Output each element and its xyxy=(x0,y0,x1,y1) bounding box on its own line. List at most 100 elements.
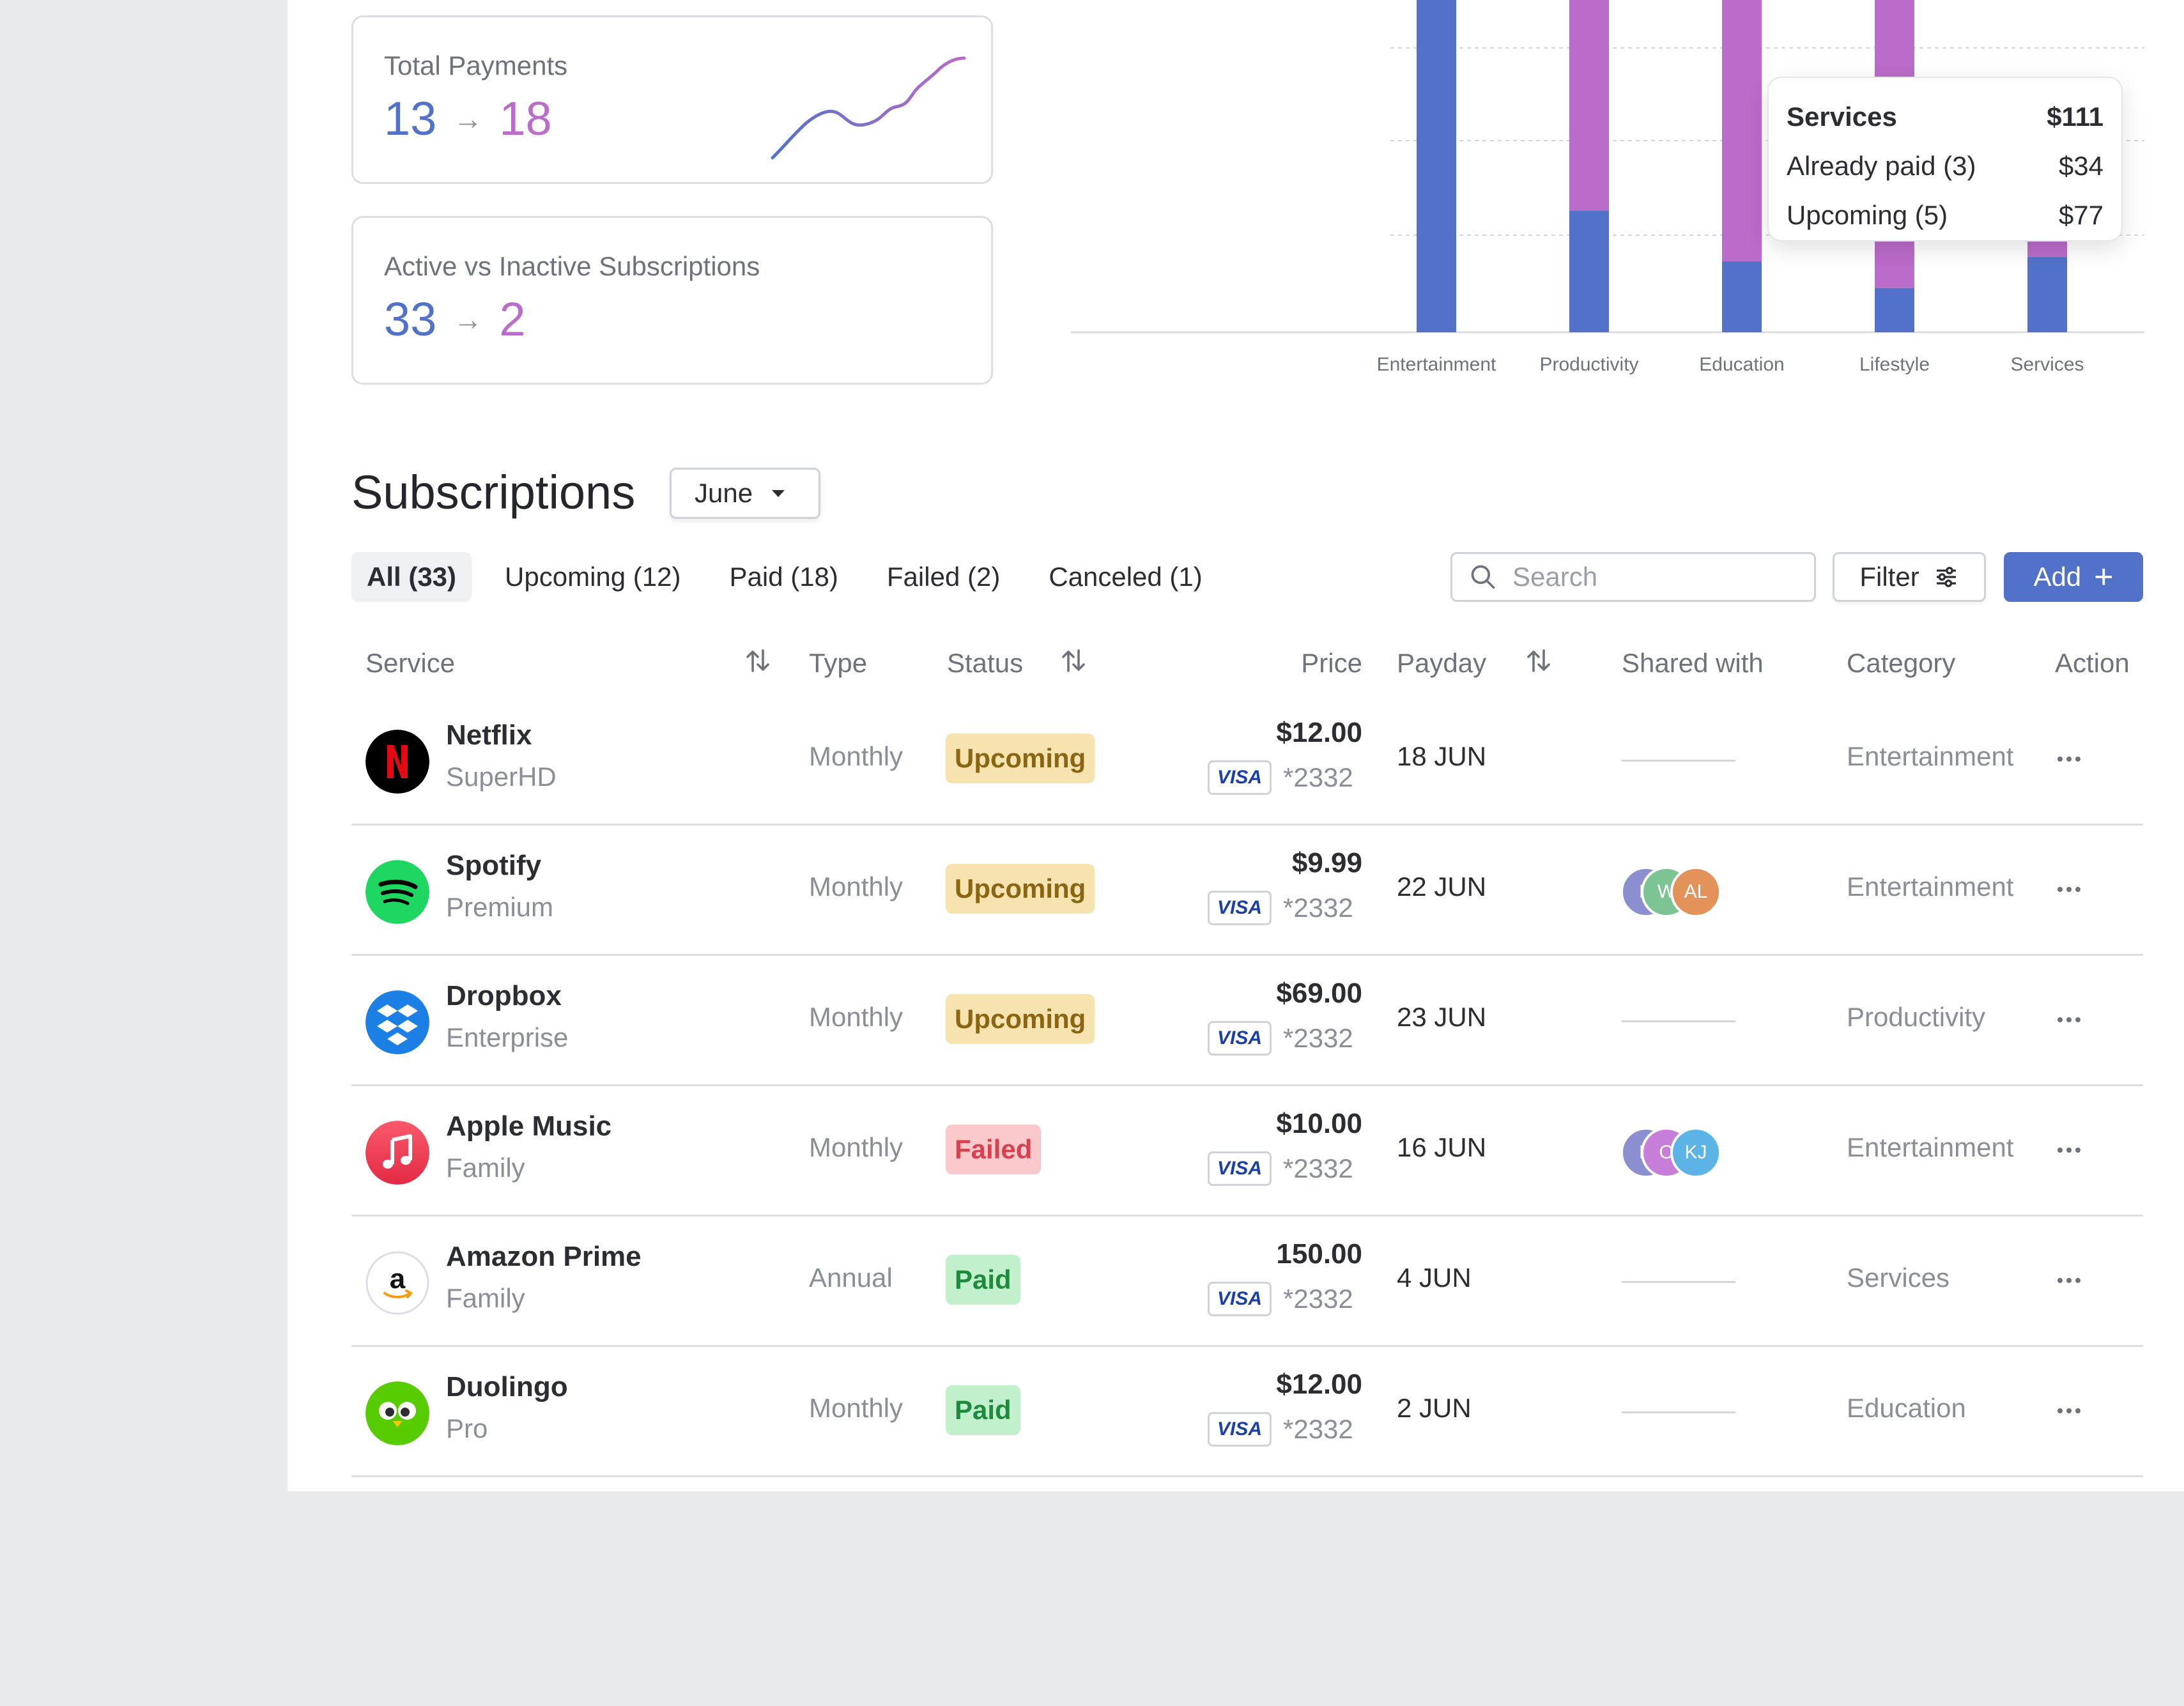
billing-type: Monthly xyxy=(809,1393,904,1423)
add-subscription-button[interactable]: Add + xyxy=(2004,552,2143,602)
bar-entertainment-already-paid[interactable] xyxy=(1417,0,1456,332)
service-plan: Premium xyxy=(446,892,554,922)
caret-down-icon xyxy=(772,489,785,497)
sort-icon[interactable] xyxy=(1523,645,1554,676)
table-row[interactable]: a Amazon Prime Family Annual Paid 150.00… xyxy=(351,1217,2143,1347)
column-price: Price xyxy=(1301,648,1362,678)
total-payments-previous: 13 xyxy=(384,92,437,145)
tooltip-total: $111 xyxy=(2047,102,2103,132)
search-input[interactable]: Search xyxy=(1450,552,1816,602)
payment-card: VISA *2332 xyxy=(1208,1151,1353,1186)
payment-card: VISA *2332 xyxy=(1208,760,1353,795)
more-options-icon[interactable] xyxy=(2050,1131,2088,1169)
payment-card: VISA *2332 xyxy=(1208,1282,1353,1316)
tab-upcoming[interactable]: Upcoming (12) xyxy=(505,562,681,592)
active-inactive-card: Active vs Inactive Subscriptions 33 → 2 xyxy=(351,216,993,385)
table-header: Service Type Status Price Payday Shared … xyxy=(351,634,2143,695)
bar-productivity-already-paid[interactable] xyxy=(1569,210,1609,332)
price: $69.00 xyxy=(1276,978,1362,1009)
tab-all[interactable]: All (33) xyxy=(351,552,472,602)
avatar: AL xyxy=(1670,866,1721,918)
not-shared-placeholder xyxy=(1622,1281,1735,1283)
more-options-icon[interactable] xyxy=(2050,1261,2088,1300)
tooltip-row: Upcoming (5) $77 xyxy=(1787,190,2103,240)
billing-type: Monthly xyxy=(809,1002,904,1032)
column-service: Service xyxy=(365,648,456,678)
price: $12.00 xyxy=(1276,717,1362,748)
total-payments-current: 18 xyxy=(499,92,552,145)
service-plan: Family xyxy=(446,1283,525,1313)
active-inactive-label: Active vs Inactive Subscriptions xyxy=(384,251,760,281)
bar-education-already-paid[interactable] xyxy=(1722,261,1762,332)
category: Productivity xyxy=(1847,1002,1986,1032)
card-last-digits: *2332 xyxy=(1283,1023,1353,1053)
price: 150.00 xyxy=(1276,1238,1362,1270)
bar-services-already-paid[interactable] xyxy=(2027,257,2067,332)
visa-card-icon: VISA xyxy=(1208,760,1272,795)
month-select[interactable]: June xyxy=(670,468,820,519)
tab-failed[interactable]: Failed (2) xyxy=(886,562,1001,592)
payday: 23 JUN xyxy=(1397,1002,1487,1032)
table-row[interactable]: Netflix SuperHD Monthly Upcoming $12.00 … xyxy=(351,695,2143,826)
category: Education xyxy=(1847,1393,1966,1423)
tooltip-title: Services xyxy=(1787,102,1897,132)
sort-icon[interactable] xyxy=(742,645,773,676)
x-tick-label: Lifestyle xyxy=(1859,354,1930,375)
sliders-icon xyxy=(1936,567,1956,587)
service-plan: SuperHD xyxy=(446,762,557,792)
sort-icon[interactable] xyxy=(1058,645,1089,676)
more-options-icon[interactable] xyxy=(2050,1392,2088,1430)
category: Entertainment xyxy=(1847,1132,2014,1162)
payment-card: VISA *2332 xyxy=(1208,1021,1353,1056)
not-shared-placeholder xyxy=(1622,1411,1735,1413)
payday: 16 JUN xyxy=(1397,1132,1487,1162)
status-tabs: All (33) Upcoming (12) Paid (18) Failed … xyxy=(351,552,1236,602)
service-name: Amazon Prime xyxy=(446,1241,642,1272)
column-payday: Payday xyxy=(1397,648,1487,678)
payday: 2 JUN xyxy=(1397,1393,1472,1423)
bar-productivity-upcoming[interactable] xyxy=(1569,0,1609,211)
tab-canceled[interactable]: Canceled (1) xyxy=(1049,562,1203,592)
tooltip-row-label: Already paid (3) xyxy=(1787,151,1976,181)
subscriptions-table: Service Type Status Price Payday Shared … xyxy=(351,634,2143,1477)
spotify-logo-icon xyxy=(365,860,429,924)
x-tick-label: Education xyxy=(1699,354,1784,375)
service-name: Netflix xyxy=(446,719,532,751)
table-row[interactable]: Apple Music Family Monthly Failed $10.00… xyxy=(351,1086,2143,1217)
service-plan: Enterprise xyxy=(446,1022,569,1052)
main-panel: Total Payments 13 → 18 Active vs Inactiv… xyxy=(288,0,2184,1491)
card-last-digits: *2332 xyxy=(1283,1414,1353,1444)
visa-card-icon: VISA xyxy=(1208,1151,1272,1186)
filter-label: Filter xyxy=(1859,562,1919,592)
price: $10.00 xyxy=(1276,1108,1362,1139)
more-options-icon[interactable] xyxy=(2050,870,2088,909)
card-last-digits: *2332 xyxy=(1283,762,1353,792)
status-badge: Paid xyxy=(946,1255,1020,1305)
tooltip-row-label: Upcoming (5) xyxy=(1787,200,1948,230)
more-options-icon[interactable] xyxy=(2050,740,2088,778)
payment-card: VISA *2332 xyxy=(1208,891,1353,925)
status-badge: Paid xyxy=(946,1385,1020,1435)
bar-lifestyle-already-paid[interactable] xyxy=(1875,288,1914,332)
billing-type: Monthly xyxy=(809,741,904,771)
visa-card-icon: VISA xyxy=(1208,891,1272,925)
table-row[interactable]: Spotify Premium Monthly Upcoming $9.99 V… xyxy=(351,826,2143,956)
subscriptions-title: Subscriptions xyxy=(351,466,636,519)
visa-card-icon: VISA xyxy=(1208,1282,1272,1316)
tab-paid[interactable]: Paid (18) xyxy=(729,562,838,592)
x-tick-label: Productivity xyxy=(1539,354,1638,375)
arrow-right-icon: → xyxy=(453,102,483,135)
filter-button[interactable]: Filter xyxy=(1833,552,1986,602)
table-row[interactable]: Duolingo Pro Monthly Paid $12.00 VISA *2… xyxy=(351,1347,2143,1477)
card-last-digits: *2332 xyxy=(1283,1284,1353,1314)
category: Services xyxy=(1847,1263,1950,1293)
tooltip-row-value: $34 xyxy=(2058,151,2103,181)
more-options-icon[interactable] xyxy=(2050,1001,2088,1039)
status-badge: Failed xyxy=(946,1125,1042,1174)
add-label: Add xyxy=(2033,562,2082,592)
billing-type: Monthly xyxy=(809,1132,904,1162)
table-row[interactable]: Dropbox Enterprise Monthly Upcoming $69.… xyxy=(351,956,2143,1086)
category: Entertainment xyxy=(1847,741,2014,771)
month-select-value: June xyxy=(695,478,753,508)
bar-education-upcoming[interactable] xyxy=(1722,0,1762,262)
